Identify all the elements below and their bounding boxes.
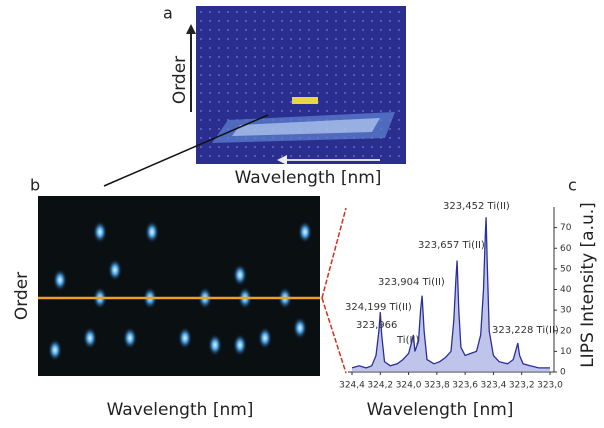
- arrow-head: [186, 24, 196, 34]
- x-tick-label: 324,0: [396, 381, 422, 391]
- axis-title: Order: [12, 272, 32, 320]
- x-tick-label: 323,8: [424, 381, 450, 391]
- peak-annotation: 324,199 Ti(II): [345, 302, 412, 313]
- peak-annotation: 323,452 Ti(II): [443, 201, 510, 212]
- peak-annotation: 323,966: [356, 320, 397, 331]
- x-tick-label: 324,2: [367, 381, 393, 391]
- peak-annotation: 323,904 Ti(II): [378, 277, 445, 288]
- x-tick-label: 323,4: [481, 381, 507, 391]
- x-tick-label: 323,0: [537, 381, 563, 391]
- spot: [298, 221, 312, 243]
- spectrum-streak: [232, 118, 380, 136]
- panel-label: b: [30, 176, 40, 195]
- x-tick-label: 323,2: [509, 381, 535, 391]
- x-tick-label: 324,4: [339, 381, 365, 391]
- y-tick-label: 30: [560, 306, 572, 316]
- spot: [258, 327, 272, 349]
- spot: [178, 327, 192, 349]
- peak-annotation: Ti(II): [396, 335, 419, 346]
- panel-label: a: [163, 4, 173, 23]
- spot-group: [48, 221, 312, 361]
- peak-annotation: 323,657 Ti(II): [418, 240, 485, 251]
- connector: [103, 114, 269, 187]
- spot: [208, 334, 222, 356]
- spot: [93, 221, 107, 243]
- y-tick-label: 60: [560, 244, 572, 254]
- y-tick-label: 50: [560, 264, 572, 274]
- y-tick-label: 20: [560, 326, 572, 336]
- spot: [83, 327, 97, 349]
- panel-b-image: [38, 196, 320, 376]
- spot: [48, 339, 62, 361]
- panel-label: c: [568, 176, 577, 195]
- spot: [53, 269, 67, 291]
- connector: [321, 207, 347, 299]
- y-tick-label: 10: [560, 347, 572, 357]
- spot: [233, 334, 247, 356]
- spot: [108, 259, 122, 281]
- spectrum-line: [351, 217, 550, 369]
- axis-title: Order: [170, 56, 190, 104]
- spot: [233, 264, 247, 286]
- marker: [292, 97, 318, 104]
- axis-title: Wavelength [nm]: [107, 400, 254, 420]
- connector: [321, 297, 347, 374]
- y-tick-label: 40: [560, 285, 572, 295]
- peak-annotation: 323,228 Ti(II): [492, 325, 559, 336]
- axis-title: Wavelength [nm]: [367, 400, 514, 420]
- y-tick-label: 0: [560, 368, 566, 378]
- arrow-head: [277, 155, 287, 165]
- axis-title: LIPS Intensity [a.u.]: [578, 202, 598, 368]
- spot: [123, 327, 137, 349]
- spot: [145, 221, 159, 243]
- spot: [293, 317, 307, 339]
- y-tick-label: 70: [560, 223, 572, 233]
- x-tick-label: 323,6: [452, 381, 478, 391]
- axis-title: Wavelength [nm]: [235, 168, 382, 188]
